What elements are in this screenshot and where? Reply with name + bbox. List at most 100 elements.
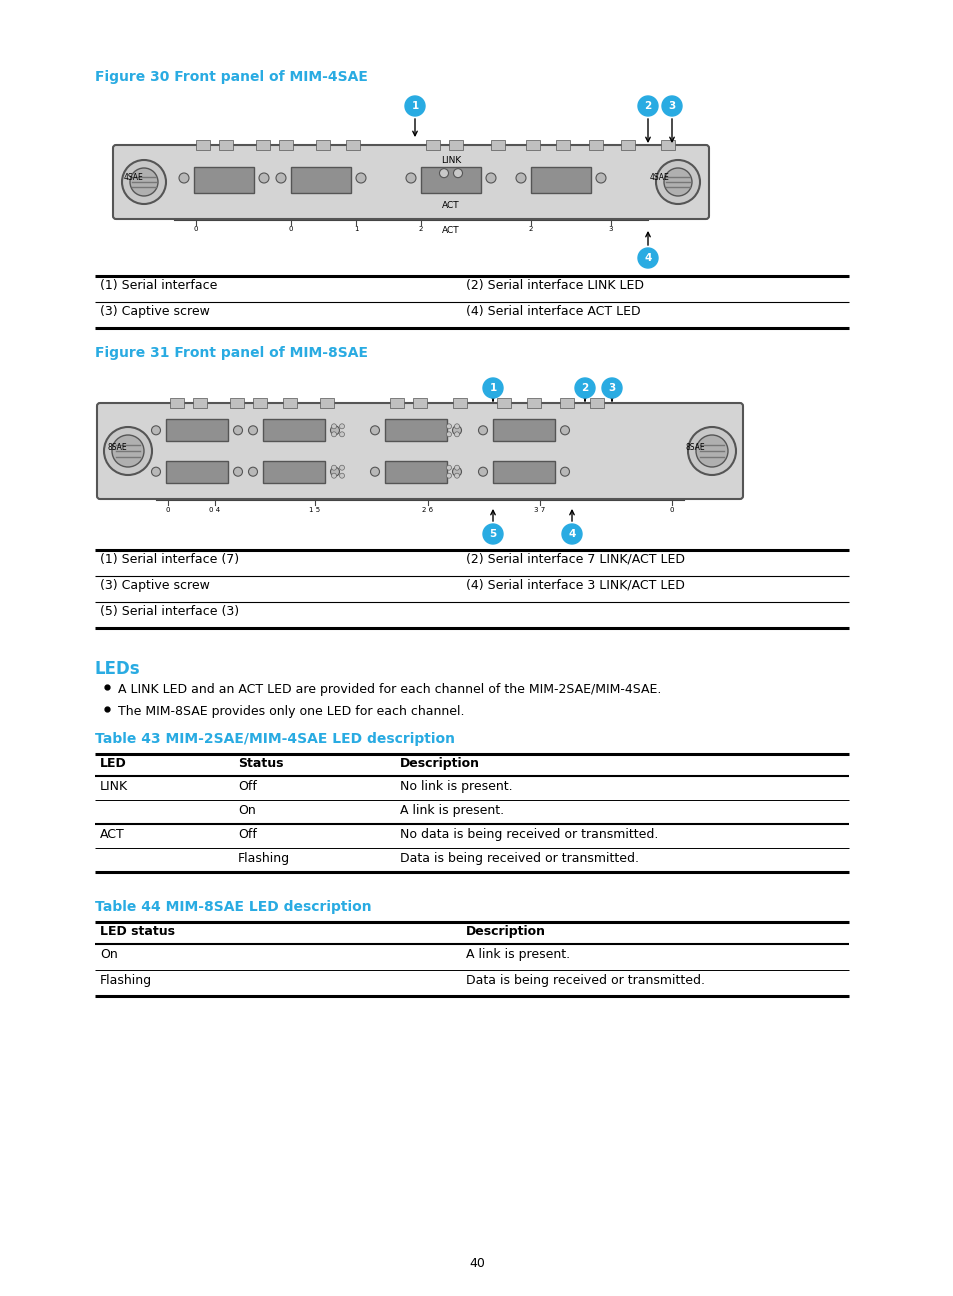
Circle shape	[696, 435, 727, 467]
Text: LEDs: LEDs	[95, 660, 140, 678]
Circle shape	[339, 432, 344, 437]
Circle shape	[446, 432, 451, 437]
Text: Description: Description	[465, 925, 545, 938]
Text: Figure 30 Front panel of MIM-4SAE: Figure 30 Front panel of MIM-4SAE	[95, 70, 368, 84]
FancyBboxPatch shape	[97, 403, 742, 499]
Bar	[559, 398, 574, 408]
Text: 3: 3	[608, 226, 613, 232]
Circle shape	[339, 424, 344, 429]
Circle shape	[452, 426, 461, 434]
FancyBboxPatch shape	[112, 145, 708, 219]
Circle shape	[355, 172, 366, 183]
Text: LED: LED	[100, 757, 127, 770]
Circle shape	[656, 159, 700, 203]
Circle shape	[331, 424, 336, 429]
Circle shape	[331, 473, 336, 478]
Bar	[491, 140, 504, 150]
Text: 4SAE: 4SAE	[649, 174, 669, 183]
Circle shape	[406, 172, 416, 183]
Circle shape	[331, 465, 336, 470]
Bar	[346, 140, 359, 150]
Bar	[660, 140, 675, 150]
Circle shape	[560, 467, 569, 476]
Text: (5) Serial interface (3): (5) Serial interface (3)	[100, 605, 239, 618]
Circle shape	[275, 172, 286, 183]
Text: (2) Serial interface 7 LINK/ACT LED: (2) Serial interface 7 LINK/ACT LED	[465, 553, 684, 566]
Bar	[385, 460, 447, 482]
Bar	[315, 140, 330, 150]
Circle shape	[152, 426, 160, 434]
Text: 4SAE: 4SAE	[124, 174, 144, 183]
Bar	[255, 140, 270, 150]
Text: 3: 3	[668, 101, 675, 111]
Text: 2 6: 2 6	[422, 507, 433, 513]
Circle shape	[561, 524, 581, 544]
Bar	[426, 140, 439, 150]
Text: LED status: LED status	[100, 925, 174, 938]
Text: 2: 2	[580, 384, 588, 393]
Text: 0 4: 0 4	[210, 507, 220, 513]
Circle shape	[687, 426, 735, 476]
Text: On: On	[100, 947, 117, 962]
Circle shape	[405, 96, 424, 117]
Bar	[166, 460, 228, 482]
Circle shape	[596, 172, 605, 183]
Text: (3) Captive screw: (3) Captive screw	[100, 579, 210, 592]
Text: 1: 1	[354, 226, 358, 232]
Text: (1) Serial interface (7): (1) Serial interface (7)	[100, 553, 239, 566]
Circle shape	[339, 473, 344, 478]
Circle shape	[482, 378, 502, 398]
Bar	[385, 420, 447, 442]
Text: 1 5: 1 5	[309, 507, 320, 513]
Circle shape	[446, 473, 451, 478]
Text: 8SAE: 8SAE	[108, 442, 128, 451]
Text: LINK: LINK	[100, 780, 128, 793]
Text: 0: 0	[166, 507, 170, 513]
Circle shape	[482, 524, 502, 544]
Text: A LINK LED and an ACT LED are provided for each channel of the MIM-2SAE/MIM-4SAE: A LINK LED and an ACT LED are provided f…	[118, 683, 660, 696]
Bar	[493, 420, 555, 442]
Circle shape	[560, 426, 569, 434]
Text: Off: Off	[237, 780, 256, 793]
Text: ACT: ACT	[100, 828, 125, 841]
Circle shape	[339, 465, 344, 470]
Circle shape	[331, 432, 336, 437]
Bar	[193, 167, 253, 193]
Circle shape	[454, 432, 459, 437]
Bar	[413, 398, 427, 408]
Circle shape	[248, 426, 257, 434]
Circle shape	[601, 378, 621, 398]
Bar	[589, 398, 603, 408]
Circle shape	[454, 473, 459, 478]
Text: 0: 0	[289, 226, 293, 232]
Text: 8SAE: 8SAE	[685, 442, 705, 451]
Text: Description: Description	[399, 757, 479, 770]
Text: 1: 1	[489, 384, 497, 393]
Circle shape	[130, 168, 158, 196]
Circle shape	[233, 467, 242, 476]
Bar	[420, 167, 480, 193]
Bar	[493, 460, 555, 482]
Bar	[278, 140, 293, 150]
Bar	[497, 398, 511, 408]
Text: 3 7: 3 7	[534, 507, 545, 513]
Circle shape	[575, 378, 595, 398]
Bar	[219, 140, 233, 150]
Text: 3: 3	[608, 384, 615, 393]
Text: (1) Serial interface: (1) Serial interface	[100, 279, 217, 292]
Text: Data is being received or transmitted.: Data is being received or transmitted.	[465, 975, 704, 988]
Circle shape	[454, 465, 459, 470]
Text: Table 43 MIM-2SAE/MIM-4SAE LED description: Table 43 MIM-2SAE/MIM-4SAE LED descripti…	[95, 732, 455, 746]
Circle shape	[258, 172, 269, 183]
Text: Table 44 MIM-8SAE LED description: Table 44 MIM-8SAE LED description	[95, 899, 372, 914]
Bar	[170, 398, 184, 408]
Bar	[319, 398, 334, 408]
Circle shape	[661, 96, 681, 117]
Circle shape	[179, 172, 189, 183]
Circle shape	[454, 424, 459, 429]
Bar	[526, 398, 540, 408]
Circle shape	[478, 426, 487, 434]
Bar	[283, 398, 296, 408]
Circle shape	[248, 467, 257, 476]
Circle shape	[485, 172, 496, 183]
